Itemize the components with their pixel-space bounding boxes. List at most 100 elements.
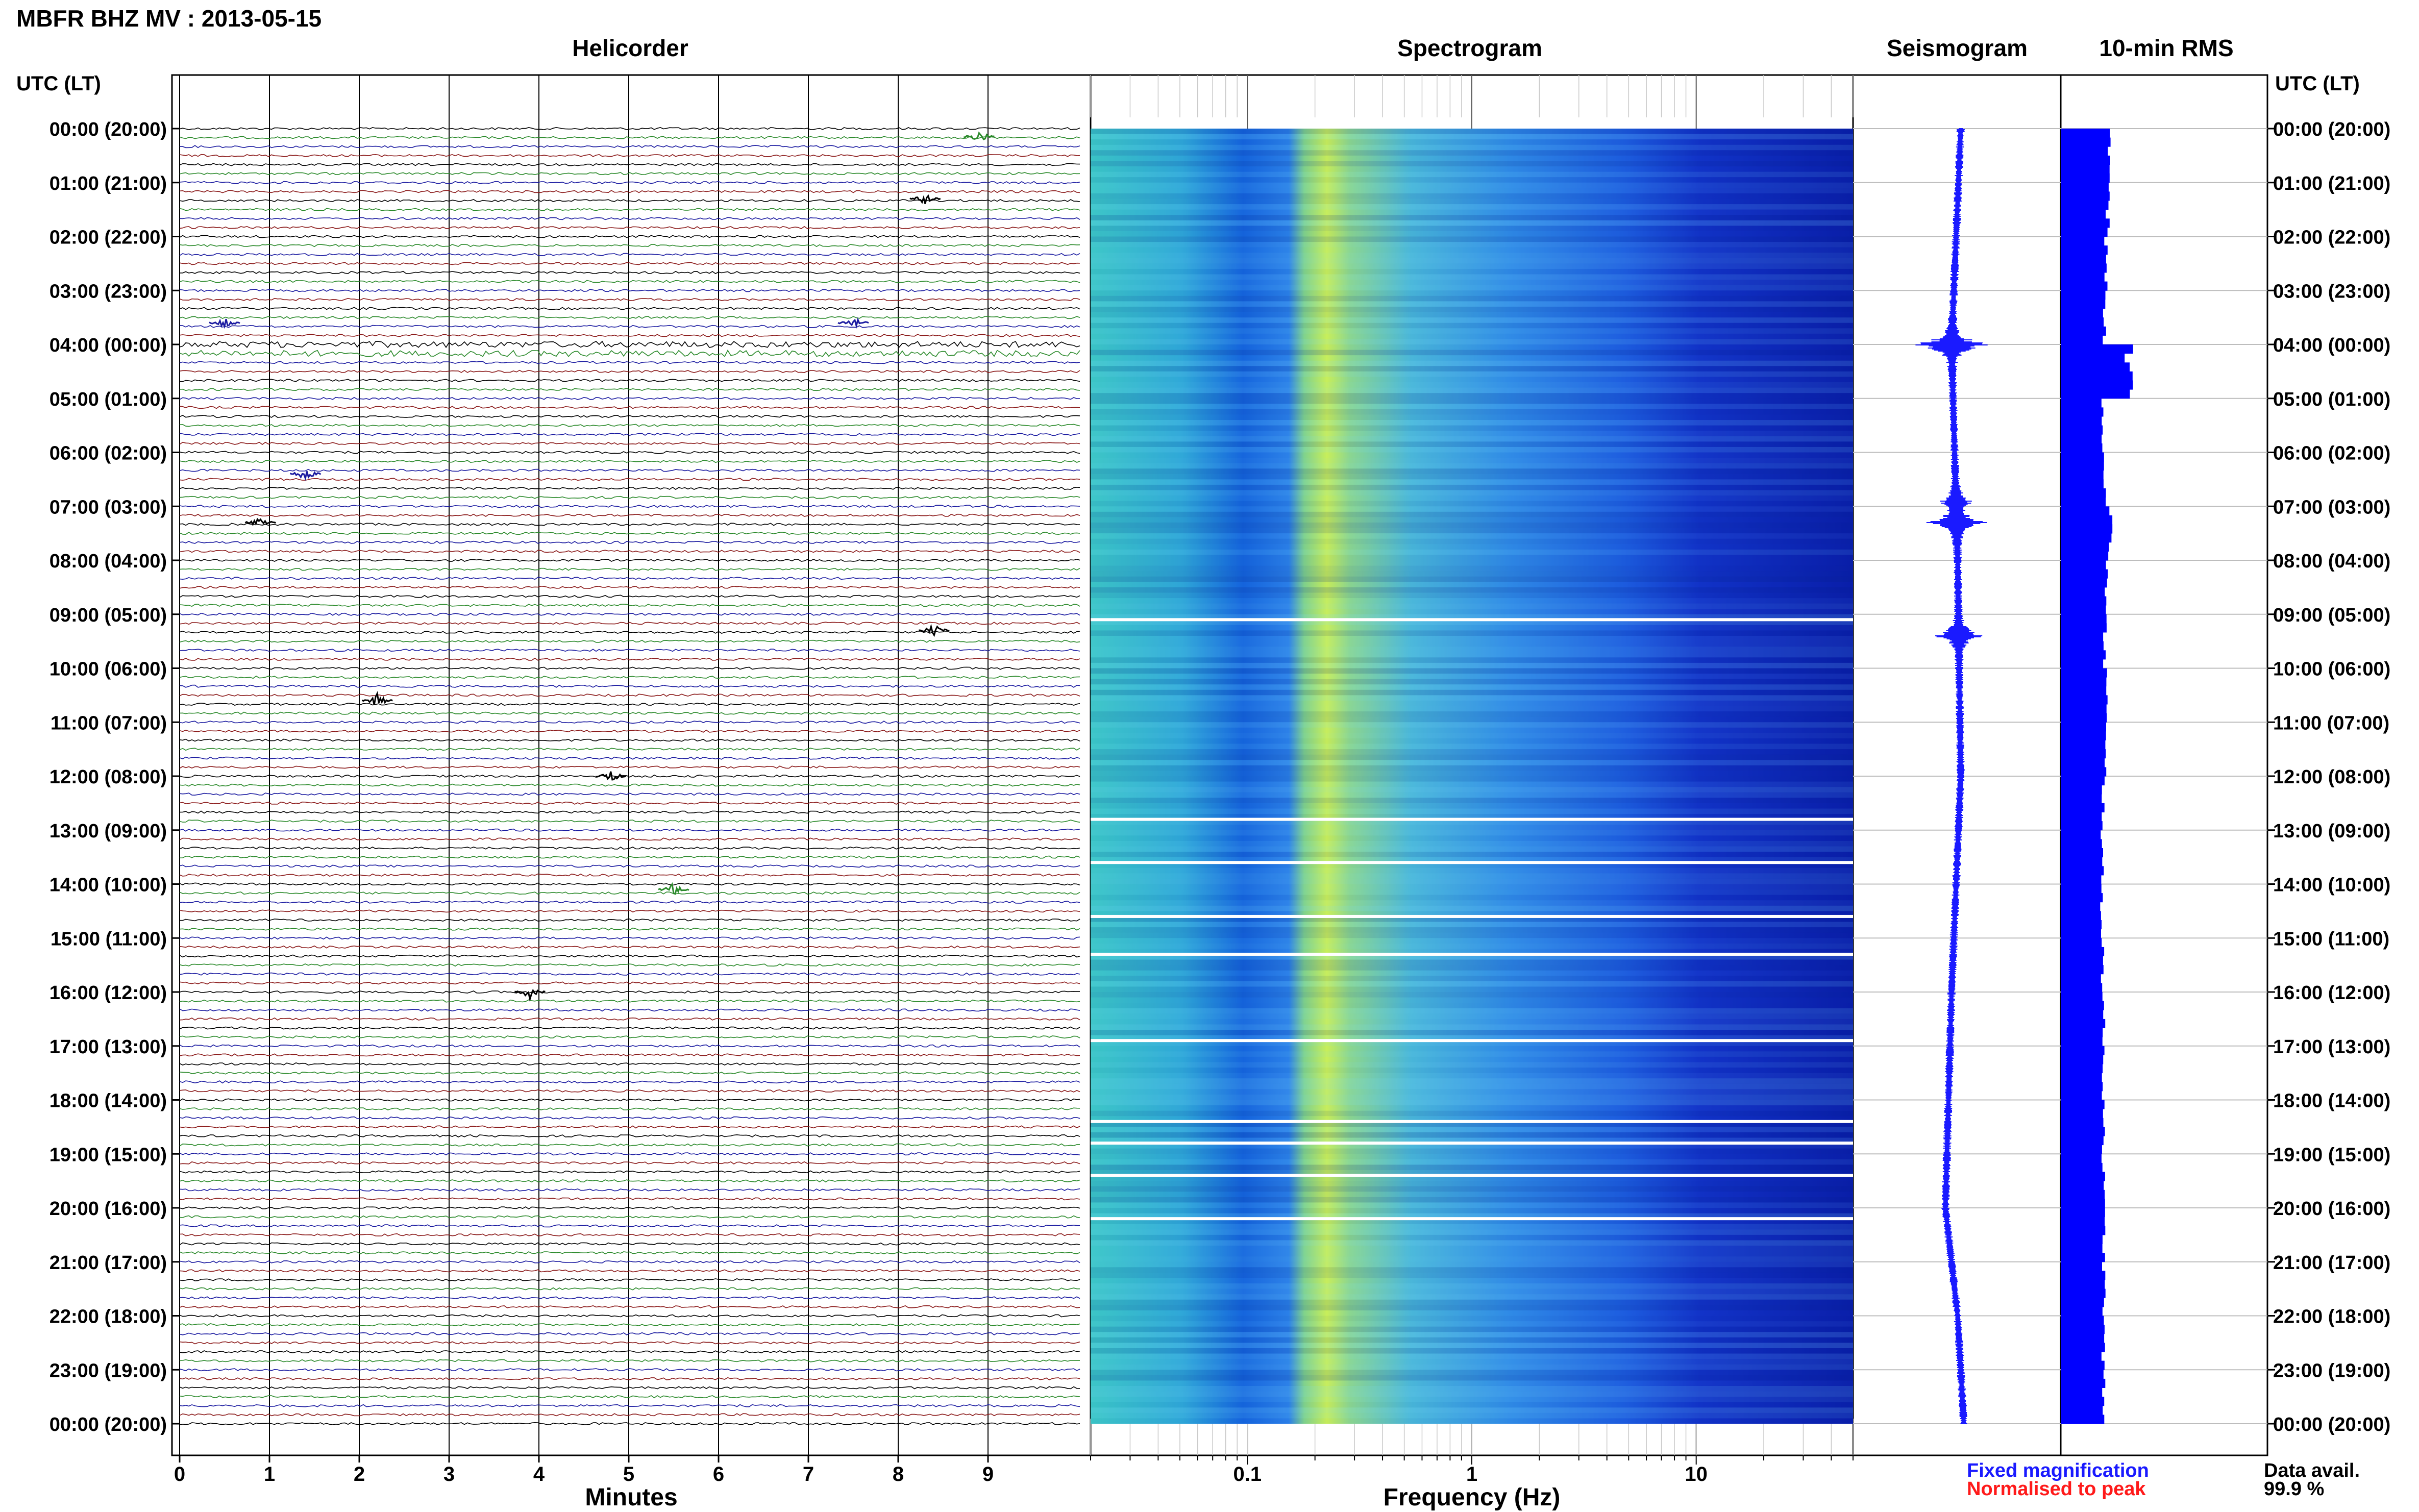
helicorder-trace — [179, 612, 1080, 616]
helicorder-trace — [179, 1323, 1080, 1327]
spectrogram-row — [1091, 1062, 1853, 1068]
helicorder-trace — [179, 424, 1080, 427]
spectrogram-row — [1091, 409, 1853, 415]
spectrogram-row — [1091, 495, 1853, 501]
spectrogram-row — [1091, 938, 1853, 944]
rms-bar — [2061, 146, 2108, 156]
spectrogram-row — [1091, 808, 1853, 814]
helicorder-trace — [179, 1305, 1080, 1308]
left-time-label: 11:00 (07:00) — [51, 712, 167, 734]
spectrogram-row — [1091, 522, 1853, 528]
spectrogram-row — [1091, 258, 1853, 264]
helicorder-trace — [179, 1170, 1080, 1174]
spectrogram-row — [1091, 1013, 1853, 1019]
spectrogram-row — [1091, 1175, 1853, 1181]
rms-bar — [2061, 1090, 2102, 1100]
helicorder-trace — [179, 1296, 1080, 1300]
right-time-label: 09:00 (05:00) — [2273, 605, 2390, 626]
helicorder-trace — [179, 585, 1080, 589]
helicorder-trace — [179, 909, 1080, 913]
spectrogram-row — [1091, 852, 1853, 857]
spectrogram-row — [1091, 533, 1853, 539]
rms-bar — [2061, 551, 2109, 561]
spectrogram-row — [1091, 992, 1853, 998]
minute-tick-label: 4 — [533, 1463, 545, 1485]
rms-bar — [2061, 272, 2105, 282]
helicorder-trace — [179, 262, 1080, 265]
rms-bar — [2061, 848, 2103, 858]
left-time-label: 04:00 (00:00) — [50, 335, 167, 356]
spectrogram-row — [1091, 528, 1853, 534]
spectrogram-row — [1091, 1267, 1853, 1273]
spectrogram-row — [1091, 819, 1853, 825]
helicorder-trace — [179, 459, 1080, 463]
spectrogram-row — [1091, 733, 1853, 738]
rms-bar — [2061, 704, 2107, 714]
helicorder-trace — [179, 1098, 1080, 1102]
spectrogram-row — [1091, 511, 1853, 517]
helicorder-trace — [179, 1071, 1080, 1075]
rms-bar — [2061, 866, 2104, 876]
spectrogram-row — [1091, 846, 1853, 852]
right-time-label: 22:00 (18:00) — [2273, 1306, 2390, 1328]
rms-bar — [2061, 416, 2102, 426]
spectrogram-row — [1091, 1234, 1853, 1241]
spectrogram-row — [1091, 441, 1853, 447]
spectrogram-row — [1091, 835, 1853, 841]
spectrogram-row — [1091, 1019, 1853, 1025]
rms-bar — [2061, 785, 2102, 795]
rms-bar — [2061, 686, 2107, 696]
rms-bar — [2061, 1109, 2103, 1119]
helicorder-trace — [179, 810, 1080, 814]
helicorder-trace — [179, 307, 1080, 310]
rms-bar — [2061, 578, 2107, 588]
rms-bar — [2061, 335, 2103, 345]
spectrogram-row — [1091, 1030, 1853, 1035]
helicorder-trace — [179, 172, 1080, 176]
spectrogram-row — [1091, 479, 1853, 485]
spectrogram-row — [1091, 1154, 1853, 1159]
helicorder-trace — [179, 774, 1080, 778]
helicorder-trace — [179, 145, 1080, 148]
helicorder-trace — [179, 1269, 1080, 1273]
spectrogram-row — [1091, 1148, 1853, 1154]
spectrogram-row — [1091, 1127, 1853, 1132]
rms-bar — [2061, 920, 2102, 930]
left-time-label: 18:00 (14:00) — [50, 1090, 167, 1112]
helicorder-trace — [179, 396, 1080, 400]
spectrogram-row — [1091, 393, 1853, 399]
right-time-label: 17:00 (13:00) — [2273, 1036, 2390, 1058]
spectrogram-row — [1091, 355, 1853, 361]
spectrogram-row — [1091, 1256, 1853, 1262]
spectrogram-row — [1091, 312, 1853, 318]
rms-bar — [2061, 191, 2110, 201]
right-time-label: 12:00 (08:00) — [2273, 766, 2390, 788]
spectrogram-row — [1091, 711, 1853, 717]
spectrogram-row — [1091, 1240, 1853, 1246]
left-time-label: 15:00 (11:00) — [51, 928, 167, 950]
rms-bar — [2061, 470, 2104, 480]
spectrogram-row — [1091, 425, 1853, 431]
minutes-axis-label: Minutes — [585, 1484, 677, 1511]
spectrogram-row — [1091, 986, 1853, 992]
rms-bar — [2061, 524, 2113, 534]
spectrogram-row — [1091, 679, 1853, 685]
helicorder-trace — [179, 954, 1080, 958]
rms-bar — [2061, 182, 2109, 192]
helicorder-trace — [179, 1035, 1080, 1039]
spectrogram-row — [1091, 1246, 1853, 1251]
rms-bar — [2061, 533, 2112, 543]
helicorder-trace — [179, 468, 1080, 472]
spectrogram-row — [1091, 1202, 1853, 1208]
spectrogram-gap — [1091, 1217, 1853, 1221]
spectrogram-row — [1091, 674, 1853, 679]
spectrogram-row — [1091, 484, 1853, 490]
rms-bar — [2061, 173, 2110, 183]
spectrogram-row — [1091, 360, 1853, 366]
spectrogram-row — [1091, 177, 1853, 183]
spectrogram-row — [1091, 1197, 1853, 1203]
spectrogram-row — [1091, 927, 1853, 933]
spectrogram-row — [1091, 814, 1853, 820]
spectrogram-row — [1091, 571, 1853, 577]
helicorder-trace — [179, 1287, 1080, 1291]
